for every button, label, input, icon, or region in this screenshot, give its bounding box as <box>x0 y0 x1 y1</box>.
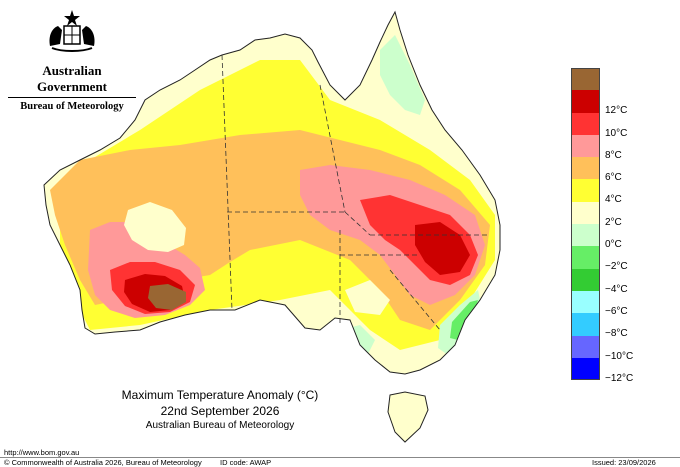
map-date: 22nd September 2026 <box>160 404 280 418</box>
legend-swatch <box>571 112 600 135</box>
tasmania <box>387 391 429 443</box>
legend-row: −2°C <box>571 246 651 272</box>
map-caption: Maximum Temperature Anomaly (°C) 22nd Se… <box>100 388 340 431</box>
footer-divider <box>0 457 680 458</box>
legend-label: 10°C <box>605 127 628 139</box>
state-borders <box>221 54 490 331</box>
legend-label: 6°C <box>605 172 622 184</box>
legend-label: −4°C <box>605 283 628 295</box>
legend-row: 12°C <box>571 90 651 116</box>
government-title: Australian Government <box>8 63 136 98</box>
map-agency: Australian Bureau of Meteorology <box>145 420 295 431</box>
legend-swatch <box>571 290 600 314</box>
legend-row: −12°C <box>571 357 651 384</box>
legend-row: 10°C <box>571 112 651 139</box>
legend-row: −8°C <box>571 313 651 339</box>
legend-swatch <box>571 246 600 269</box>
legend-swatch <box>571 201 600 225</box>
legend-row: −6°C <box>571 290 651 317</box>
color-legend: 12°C 10°C 8°C 6°C 4°C 2°C 0°C −2°C −4°C −6°C −8°C −… <box>571 68 651 384</box>
legend-label: −8°C <box>605 328 628 340</box>
legend-row: 8°C <box>571 134 651 161</box>
legend-swatch <box>571 313 600 336</box>
legend-label: 12°C <box>605 105 628 117</box>
map-title: Maximum Temperature Anomaly (°C) <box>121 388 319 402</box>
legend-label: 0°C <box>605 239 622 251</box>
legend-swatch <box>571 68 600 91</box>
issued-date: Issued: 23/09/2026 <box>592 458 656 467</box>
legend-row: 2°C <box>571 201 651 228</box>
legend-swatch <box>571 179 600 202</box>
legend-label: −6°C <box>605 305 628 317</box>
legend-row: −10°C <box>571 335 651 362</box>
legend-row: 4°C <box>571 179 651 205</box>
legend-label: −12°C <box>605 372 634 384</box>
coat-of-arms-icon <box>49 10 95 52</box>
legend-swatch <box>571 224 600 247</box>
legend-label: 2°C <box>605 216 622 228</box>
legend-label: −10°C <box>605 350 634 362</box>
legend-row: −4°C <box>571 268 651 295</box>
copyright-text: © Commonwealth of Australia 2026, Bureau… <box>4 458 202 467</box>
legend-row: 0°C <box>571 224 651 250</box>
legend-label: −2°C <box>605 261 628 273</box>
legend-swatch <box>571 134 600 158</box>
government-logo: Australian Government Bureau of Meteorol… <box>8 8 136 112</box>
legend-swatch <box>571 335 600 358</box>
source-url[interactable]: http://www.bom.gov.au <box>4 448 80 457</box>
legend-row <box>571 68 651 91</box>
bureau-title: Bureau of Meteorology <box>20 101 124 112</box>
legend-label: 8°C <box>605 149 622 161</box>
legend-row: 6°C <box>571 157 651 183</box>
id-code: ID code: AWAP <box>220 458 272 467</box>
legend-swatch <box>571 357 600 381</box>
legend-swatch <box>571 157 600 180</box>
legend-swatch <box>571 268 600 291</box>
legend-label: 4°C <box>605 194 622 206</box>
legend-swatch <box>571 90 600 113</box>
